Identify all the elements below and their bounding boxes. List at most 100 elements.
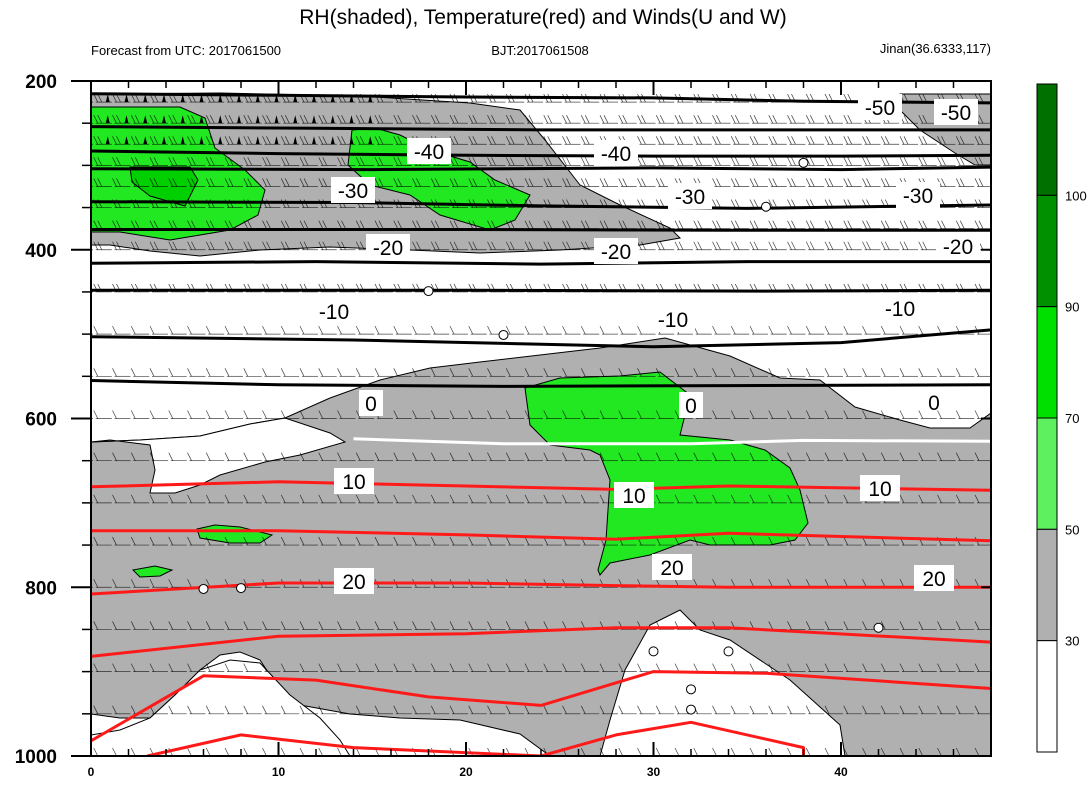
wind-barb (299, 536, 318, 546)
wind-barb (93, 410, 112, 419)
wind-barb (655, 705, 675, 715)
wind-barb (918, 494, 937, 504)
wind-barb (655, 452, 675, 462)
wind-barb (730, 241, 750, 251)
wind-barb (937, 157, 956, 166)
wind-barb (937, 705, 956, 715)
wind-barb (712, 368, 731, 377)
wind-barb (880, 325, 900, 335)
wind-barb (149, 452, 168, 462)
wind-barb (243, 178, 262, 187)
temperature-contour (91, 328, 991, 349)
wind-barb (524, 368, 543, 377)
wind-barb (299, 178, 318, 187)
wind-barb (768, 747, 787, 756)
calm-circle (648, 646, 659, 657)
wind-barb (955, 178, 975, 187)
wind-barb (899, 136, 918, 145)
wind-barb (112, 536, 131, 546)
svg-text:-40: -40 (414, 141, 444, 164)
wind-barb (899, 241, 918, 251)
wind-barb (787, 115, 806, 124)
wind-barb (149, 410, 168, 419)
wind-barb (93, 621, 112, 630)
wind-barb (337, 747, 356, 756)
wind-barb (899, 747, 918, 756)
wind-barb (562, 325, 581, 335)
calm-circle (761, 201, 771, 212)
contour-label: -20 (594, 238, 638, 264)
wind-barb (599, 747, 618, 756)
wind-barb (280, 536, 300, 546)
y-tick-label: 1000 (15, 747, 57, 768)
wind-barb (449, 452, 468, 462)
wind-barb (787, 452, 806, 462)
wind-barb (355, 410, 375, 419)
wind-barb (918, 220, 937, 230)
wind-barb (749, 410, 768, 419)
wind-barb (93, 136, 112, 145)
wind-barb (318, 368, 337, 377)
wind-barb (262, 368, 281, 377)
wind-barb (862, 747, 881, 756)
wind-barb (468, 663, 487, 672)
wind-barb (280, 452, 300, 462)
wind-barb (130, 157, 150, 166)
wind-barb (787, 136, 806, 145)
wind-barb (224, 705, 243, 715)
temperature-contour (91, 92, 991, 105)
wind-barb (318, 705, 337, 715)
wind-barb (955, 452, 975, 462)
wind-barb (337, 368, 356, 377)
wind-barb (468, 136, 487, 145)
wind-barb (337, 536, 356, 546)
wind-barb (355, 325, 375, 335)
wind-barb (843, 115, 862, 124)
wind-barb (393, 325, 412, 335)
wind-barb (580, 325, 600, 335)
wind-barb (374, 325, 393, 335)
colorbar-box (1036, 417, 1058, 530)
wind-barb (730, 494, 750, 504)
wind-barb (637, 452, 656, 462)
wind-barb (112, 579, 131, 588)
wind-barb (374, 494, 393, 504)
wind-barb (318, 536, 337, 546)
wind-barb (412, 368, 431, 377)
wind-barb (805, 536, 825, 546)
wind-barb (730, 410, 750, 419)
wind-barb (824, 494, 843, 504)
wind-barb (468, 536, 487, 546)
wind-barb (824, 178, 843, 187)
wind-barb (130, 663, 150, 672)
wind-barb (243, 663, 262, 672)
wind-barb (243, 452, 262, 462)
wind-barb (918, 621, 937, 630)
wind-barb (524, 178, 543, 187)
wind-barb (824, 157, 843, 166)
wind-barb (130, 494, 150, 504)
wind-barb (468, 368, 487, 377)
wind-barb (412, 536, 431, 546)
wind-barb (618, 178, 637, 187)
wind-barb (787, 241, 806, 251)
wind-barb (449, 705, 468, 715)
wind-barb (693, 368, 712, 377)
calm-circle (198, 583, 209, 594)
wind-barb (112, 410, 131, 419)
wind-barb (318, 410, 337, 419)
wind-barb (787, 621, 806, 630)
svg-text:-10: -10 (658, 309, 688, 332)
wind-barb (693, 747, 712, 756)
wind-barb (880, 368, 900, 377)
temperature-contour (91, 228, 991, 232)
wind-barb (693, 494, 712, 504)
wind-barb (843, 536, 862, 546)
wind-barb (280, 178, 300, 187)
wind-barb (824, 621, 843, 630)
wind-barb (768, 663, 787, 672)
wind-barb (468, 178, 487, 187)
wind-barb (205, 494, 225, 504)
wind-barb (205, 368, 225, 377)
wind-barb (205, 747, 225, 756)
